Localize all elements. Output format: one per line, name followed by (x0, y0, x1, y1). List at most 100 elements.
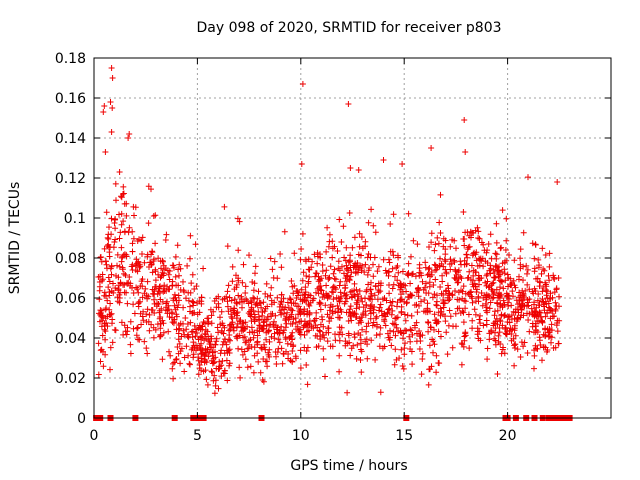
data-point (457, 258, 464, 265)
data-point (407, 280, 414, 287)
data-point (115, 274, 122, 281)
data-point (121, 229, 128, 236)
data-point (118, 221, 125, 228)
data-point (524, 281, 531, 288)
data-point (292, 319, 299, 326)
data-point (204, 328, 211, 335)
data-point (226, 360, 233, 367)
data-point (483, 321, 490, 328)
data-point (273, 353, 279, 360)
data-point (337, 289, 344, 296)
data-point (124, 280, 131, 287)
data-point (386, 290, 393, 297)
data-point (425, 381, 432, 388)
data-point (362, 261, 369, 268)
data-point (257, 300, 264, 307)
data-point (431, 326, 437, 333)
data-point (234, 300, 240, 307)
data-point (116, 235, 123, 242)
data-point (263, 280, 270, 287)
data-point (215, 385, 222, 392)
data-point (328, 315, 335, 322)
data-point (193, 283, 200, 290)
data-point (297, 306, 304, 313)
data-point (297, 365, 304, 371)
data-point (329, 343, 336, 350)
data-point (183, 343, 190, 350)
data-point (486, 305, 493, 312)
data-point (473, 257, 480, 264)
data-point (279, 360, 286, 367)
data-point (333, 294, 340, 301)
data-point (426, 342, 433, 349)
data-point (274, 329, 281, 336)
data-point (150, 256, 157, 263)
data-point (364, 271, 371, 278)
data-point (336, 216, 343, 223)
data-point (229, 315, 236, 322)
data-point (510, 335, 517, 342)
data-point (536, 337, 543, 344)
data-point (385, 256, 392, 263)
data-point (332, 331, 338, 338)
data-point (357, 357, 364, 363)
data-point (229, 278, 236, 285)
data-point (458, 361, 465, 368)
data-point (202, 349, 209, 356)
data-point (269, 266, 276, 273)
data-point (147, 259, 153, 266)
data-point (363, 323, 370, 330)
data-point (196, 362, 203, 368)
data-point (370, 319, 377, 326)
data-point (190, 302, 197, 309)
data-point (402, 340, 408, 347)
data-point (186, 360, 193, 367)
data-point (409, 292, 415, 299)
data-point (445, 285, 452, 292)
data-point (419, 356, 426, 362)
data-point (454, 305, 461, 312)
data-point (112, 225, 119, 232)
data-point (251, 295, 258, 302)
data-point (247, 363, 254, 370)
data-point (132, 204, 139, 211)
data-point (446, 307, 453, 314)
data-point (311, 317, 318, 324)
data-point (472, 283, 479, 290)
data-point (254, 332, 261, 339)
data-point (455, 269, 461, 275)
data-point (405, 272, 412, 279)
data-point (195, 336, 202, 343)
data-point (173, 356, 180, 362)
data-point (304, 328, 310, 335)
data-point (547, 305, 553, 312)
data-point (303, 362, 310, 368)
data-point (230, 324, 237, 331)
data-point (182, 315, 189, 321)
data-point (301, 318, 308, 325)
data-point (499, 207, 506, 214)
data-point (425, 266, 432, 273)
data-point (133, 284, 140, 291)
data-point (149, 249, 156, 256)
data-point (539, 245, 546, 252)
data-point (477, 256, 483, 263)
data-point (281, 228, 288, 235)
data-point (187, 255, 193, 262)
data-point (130, 325, 137, 332)
data-point (417, 331, 424, 338)
data-point (120, 218, 127, 225)
data-point (331, 275, 338, 282)
data-point (523, 262, 530, 269)
data-point (553, 303, 560, 309)
data-point (494, 371, 501, 377)
data-point (184, 262, 191, 269)
data-point (472, 251, 479, 258)
data-point (399, 161, 406, 167)
data-point (176, 261, 183, 268)
data-point (104, 243, 111, 249)
data-point (534, 345, 541, 352)
data-point (157, 296, 164, 303)
data-point (107, 99, 114, 105)
data-point (106, 253, 113, 260)
